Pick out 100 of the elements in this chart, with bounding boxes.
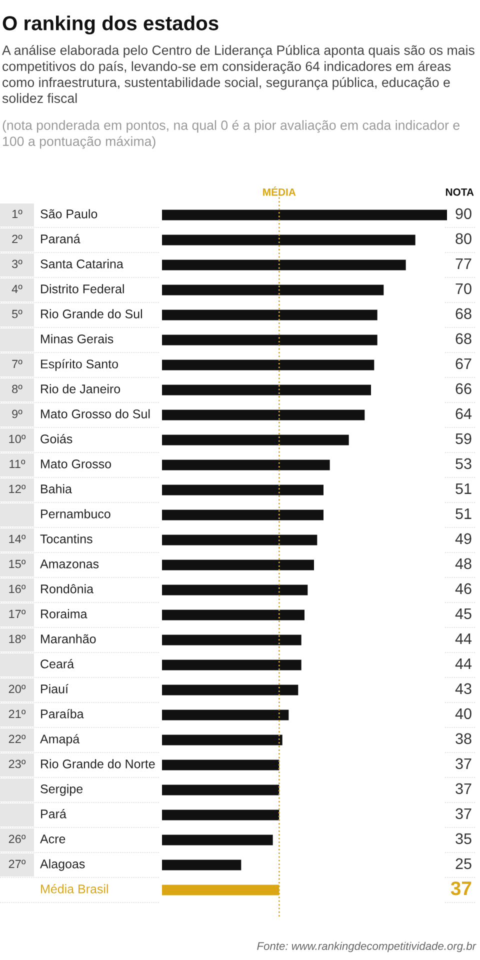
text: 22º: [8, 734, 26, 744]
y-tick-label: Paraíba: [41, 709, 84, 718]
bar: [162, 360, 374, 370]
y-tick-label: Ceará: [40, 659, 74, 668]
y-tick-label: Piauí: [41, 684, 68, 694]
text: 17º: [9, 610, 26, 618]
y-tick-label: Pará: [41, 809, 66, 818]
data-label: 64: [456, 408, 472, 420]
data-label: 46: [455, 583, 472, 594]
y-tick-label: Paraná: [41, 234, 80, 244]
data-label: 44: [455, 658, 472, 669]
bar: [162, 484, 324, 496]
y-tick-label: Sergipe: [40, 784, 83, 796]
bar: [162, 284, 384, 296]
data-label: 70: [456, 283, 472, 294]
data-label: 25: [456, 858, 472, 870]
bar: [162, 710, 289, 720]
text: 2º: [12, 234, 22, 244]
y-tick-label: Minas Gerais: [41, 334, 114, 344]
y-tick-label: Goiás: [40, 434, 72, 444]
y-tick-label: Mato Grosso: [41, 460, 112, 468]
data-label: 59: [456, 433, 472, 444]
bar: [162, 734, 282, 746]
text: 7º: [12, 360, 22, 368]
ref-line-label: MÉDIA: [263, 186, 296, 196]
data-label: 66: [456, 383, 472, 394]
data-label: 37: [456, 808, 472, 820]
y-tick-label: Distrito Federal: [41, 284, 124, 294]
bar: [162, 584, 308, 596]
data-label: 53: [456, 458, 472, 470]
text: 15º: [9, 560, 26, 568]
text: 12º: [9, 484, 26, 494]
y-tick-label: Rondônia: [41, 584, 94, 594]
bar: [162, 384, 371, 396]
y-tick-label: Maranhão: [41, 634, 96, 644]
text: 10º: [9, 434, 26, 444]
text: 9º: [12, 410, 22, 418]
data-label: 68: [456, 333, 472, 344]
bar: [162, 210, 447, 220]
y-tick-label: Amazonas: [40, 560, 99, 568]
data-label: 77: [456, 258, 472, 269]
text: 5º: [12, 310, 22, 318]
data-label: 37: [456, 783, 472, 794]
y-tick-label: São Paulo: [40, 209, 98, 218]
y-tick-label: Bahia: [41, 484, 72, 494]
bar: [162, 610, 304, 620]
data-label: 51: [456, 483, 472, 494]
bar: [162, 784, 280, 796]
text: 11º: [10, 460, 26, 468]
data-label: 40: [455, 708, 472, 720]
bar: [162, 684, 298, 696]
text: 8º: [12, 384, 22, 394]
text: 18º: [9, 634, 26, 644]
data-label: 49: [455, 533, 472, 544]
data-label: 37: [450, 881, 472, 896]
data-label: 35: [456, 833, 472, 844]
source-note: Fonte: www.rankingdecompetitividade.org.br: [257, 942, 476, 952]
bar: [162, 760, 280, 770]
text: 23º: [8, 760, 26, 768]
y-tick-label: Acre: [40, 834, 66, 844]
y-tick-label: Mato Grosso do Sul: [41, 409, 150, 418]
y-tick-label: Rio Grande do Norte: [41, 759, 155, 768]
chart-subtitle: A análise elaborada pelo Centro de Liderança Pública aponta quais são os mais competitivos do país, levando-se em consideração 64 indicadores em áreas como infraestrutura, sustentabilidade social, segurança pública, educação e solidez fiscal: [2, 45, 474, 103]
chart-title: O ranking dos estados: [2, 16, 218, 34]
text: 16º: [9, 584, 26, 594]
data-label: 80: [456, 233, 472, 244]
bar: [162, 460, 330, 470]
text: 27º: [8, 860, 26, 868]
bar: [162, 410, 365, 420]
bar: [162, 860, 242, 870]
y-tick-label: Rio Grande do Sul: [41, 309, 142, 318]
text: 26º: [8, 834, 26, 844]
text: 4º: [12, 284, 22, 294]
text: (nota ponderada em pontos, na qual 0 é a pior avaliação em cada indicador e 100 a pontuação máxima): [2, 120, 460, 149]
bar: [162, 560, 314, 570]
data-label: 68: [456, 308, 472, 320]
y-tick-label: Roraima: [41, 609, 88, 618]
annotation: NOTA: [446, 188, 474, 196]
data-label: 67: [456, 358, 472, 370]
bar: [162, 310, 378, 320]
bar: [162, 834, 273, 846]
y-tick-label: Tocantins: [40, 534, 92, 544]
text: 20º: [8, 684, 26, 694]
y-tick-label: Santa Catarina: [40, 259, 124, 268]
y-tick-label: Rio de Janeiro: [41, 384, 120, 394]
bar: [162, 810, 280, 820]
y-tick-label: Alagoas: [40, 859, 85, 871]
bar: [162, 510, 324, 520]
bar: [162, 660, 302, 670]
y-tick-label: Pernambuco: [41, 509, 110, 518]
text: 3º: [12, 260, 22, 268]
y-tick-label: Amapá: [40, 734, 80, 746]
bar: [162, 534, 318, 546]
bar: [162, 434, 349, 446]
y-tick-label: Espírito Santo: [41, 359, 118, 371]
bar: [162, 634, 302, 646]
bar: [162, 260, 406, 270]
data-label: 38: [456, 733, 472, 744]
text: 21º: [8, 710, 26, 718]
bar: [162, 334, 378, 346]
